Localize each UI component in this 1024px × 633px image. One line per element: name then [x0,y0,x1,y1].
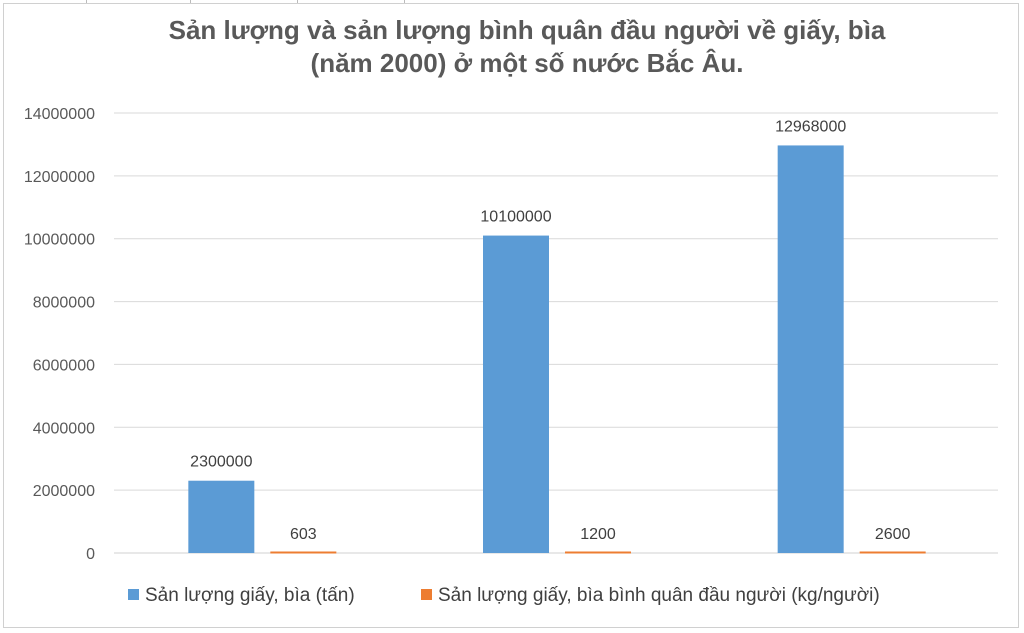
legend: Sản lượng giấy, bìa (tấn) Sản lượng giấy… [0,585,1024,609]
y-tick-label: 10000000 [24,232,95,249]
data-label: 603 [290,526,317,543]
legend-swatch-orange [421,589,432,600]
y-axis: 0 2000000 4000000 6000000 8000000 10000000 120… [24,106,95,563]
y-tick-label: 8000000 [33,295,95,312]
y-tick-label: 14000000 [24,106,95,123]
bar-series-2 [270,551,337,554]
bar-series-1 [777,145,844,554]
bar-series-1 [188,480,255,553]
cell-edge-mark [404,0,405,3]
bar-series-2 [859,551,926,554]
bar-series-1 [483,235,549,554]
data-labels: 2300000 10100000 12968000 603 1200 2600 [190,118,910,543]
y-tick-label: 4000000 [33,420,95,437]
bars [188,145,926,554]
y-tick-label: 2000000 [33,483,95,500]
bar-series-2 [565,551,631,554]
y-tick-label: 0 [86,546,95,563]
data-label: 12968000 [775,118,846,135]
legend-item-series-2: Sản lượng giấy, bìa bình quân đầu người … [421,585,880,607]
chart-title: Sản lượng và sản lượng bình quân đầu ngư… [0,14,1024,80]
legend-item-series-1: Sản lượng giấy, bìa (tấn) [128,585,355,607]
legend-label-series-2: Sản lượng giấy, bìa bình quân đầu người … [438,585,880,606]
gridlines [114,112,998,554]
data-label: 1200 [580,526,616,543]
data-label: 2300000 [190,454,252,471]
chart-title-line-1: Sản lượng và sản lượng bình quân đầu ngư… [168,15,886,45]
cell-edge-mark [86,0,87,3]
data-label: 10100000 [480,209,551,226]
cell-edge-mark [297,0,298,3]
legend-swatch-blue [128,589,139,600]
y-tick-label: 6000000 [33,357,95,374]
data-label: 2600 [875,526,911,543]
cell-edge-mark [190,0,191,3]
chart-title-line-2: (năm 2000) ở một số nước Bắc Âu. [310,48,744,78]
legend-label-series-1: Sản lượng giấy, bìa (tấn) [145,585,355,606]
y-tick-label: 12000000 [24,169,95,186]
